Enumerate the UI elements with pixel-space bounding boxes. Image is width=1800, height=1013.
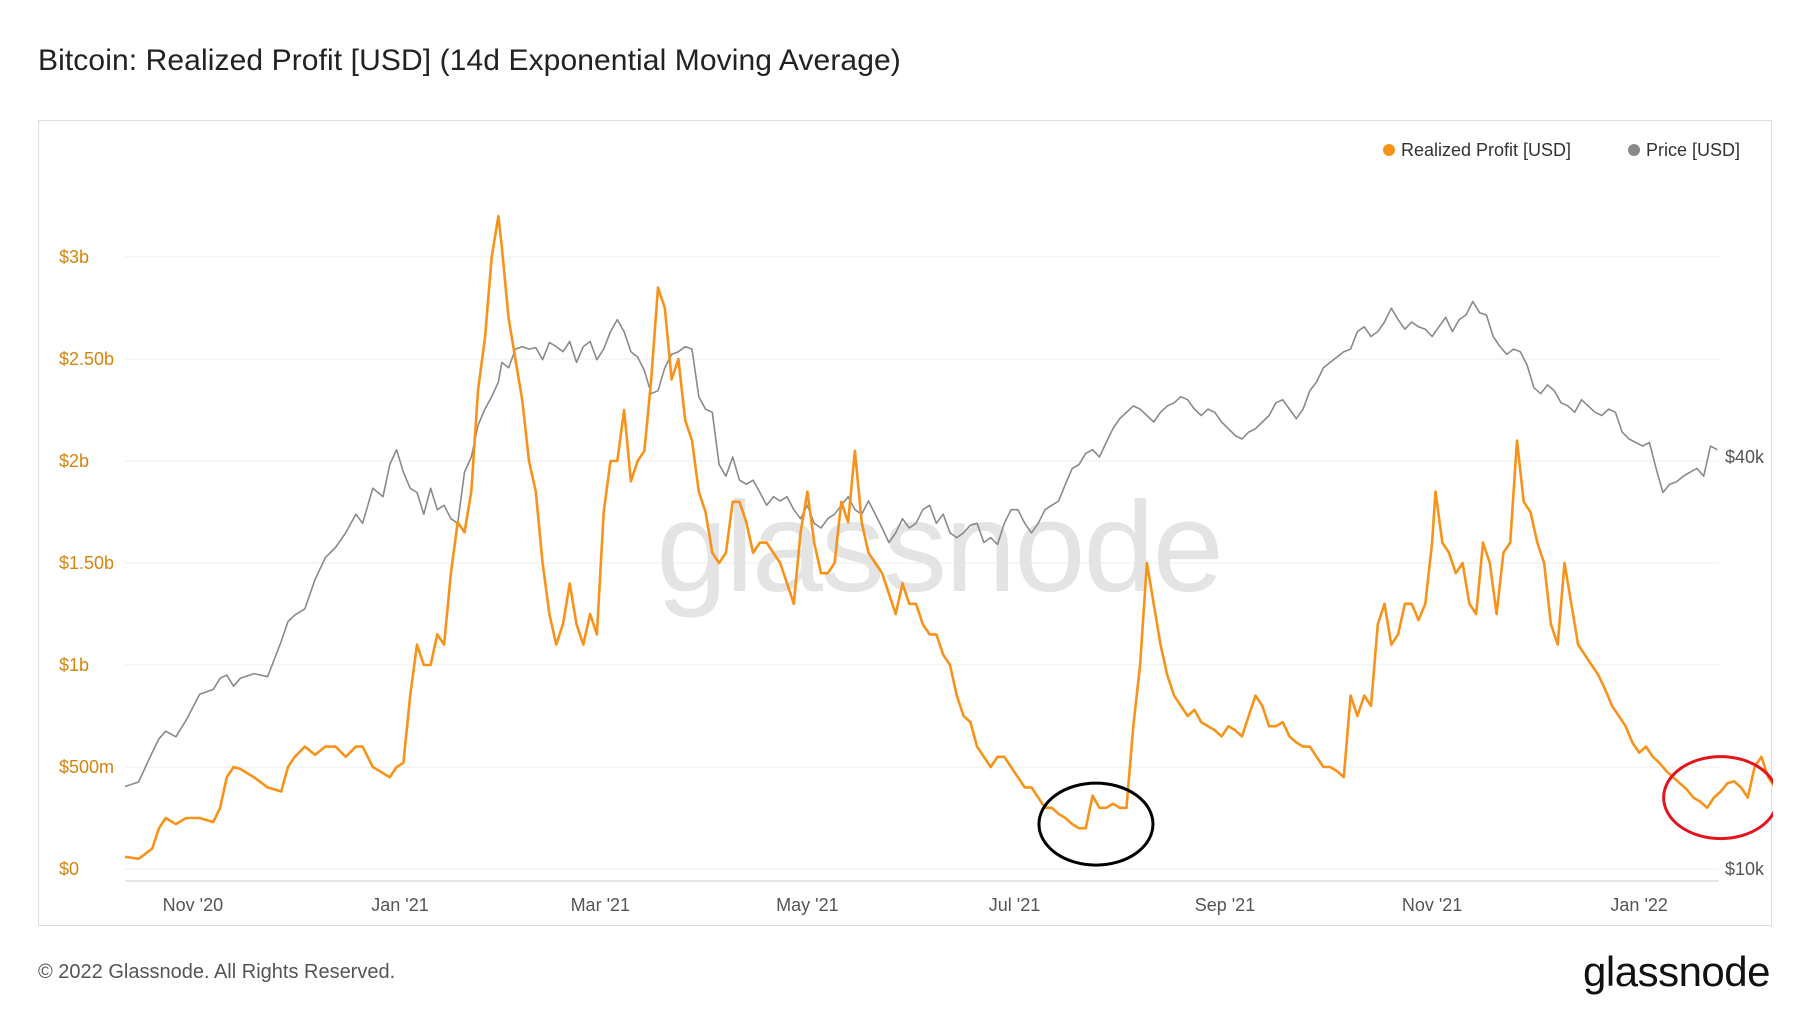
x-tick-label-3: May '21: [776, 895, 838, 915]
legend-label-realized-profit[interactable]: Realized Profit [USD]: [1401, 140, 1571, 160]
chart-frame: glassnode $0 $500m $1b $1.50b $2b $2.50b $3b $10…: [38, 120, 1773, 926]
x-tick-label-1: Jan '21: [371, 895, 428, 915]
glassnode-logo[interactable]: glassnode: [1583, 948, 1770, 995]
red-annotation-ellipse: [1662, 755, 1773, 841]
y-left-tick-label-3: $1.50b: [59, 553, 114, 573]
x-tick-label-0: Nov '20: [163, 895, 223, 915]
y-left-tick-label-5: $2.50b: [59, 349, 114, 369]
x-tick-label-5: Sep '21: [1195, 895, 1256, 915]
y-left-tick-label-4: $2b: [59, 451, 89, 471]
legend-label-price[interactable]: Price [USD]: [1646, 140, 1740, 160]
y-left-tick-label-6: $3b: [59, 247, 89, 267]
copyright-text: © 2022 Glassnode. All Rights Reserved.: [38, 961, 396, 983]
y-right-tick-label-1: $40k: [1725, 447, 1765, 467]
legend-marker-price[interactable]: [1628, 144, 1640, 156]
x-tick-label-7: Jan '22: [1610, 895, 1667, 915]
x-tick-label-6: Nov '21: [1402, 895, 1462, 915]
y-left-tick-label-1: $500m: [59, 757, 114, 777]
legend-marker-realized-profit[interactable]: [1383, 144, 1395, 156]
chart-title: Bitcoin: Realized Profit [USD] (14d Expo…: [38, 44, 901, 77]
y-left-tick-label-2: $1b: [59, 655, 89, 675]
watermark-text: glassnode: [656, 476, 1222, 619]
x-tick-label-2: Mar '21: [571, 895, 630, 915]
price-series-line: [124, 300, 1718, 788]
black-annotation-ellipse: [1037, 781, 1155, 867]
realized-profit-series-line: [124, 214, 1773, 861]
y-right-tick-label-0: $10k: [1725, 859, 1765, 879]
y-left-tick-label-0: $0: [59, 859, 79, 879]
chart-svg: glassnode $0 $500m $1b $1.50b $2b $2.50b $3b $10…: [59, 140, 1773, 915]
x-tick-label-4: Jul '21: [989, 895, 1040, 915]
